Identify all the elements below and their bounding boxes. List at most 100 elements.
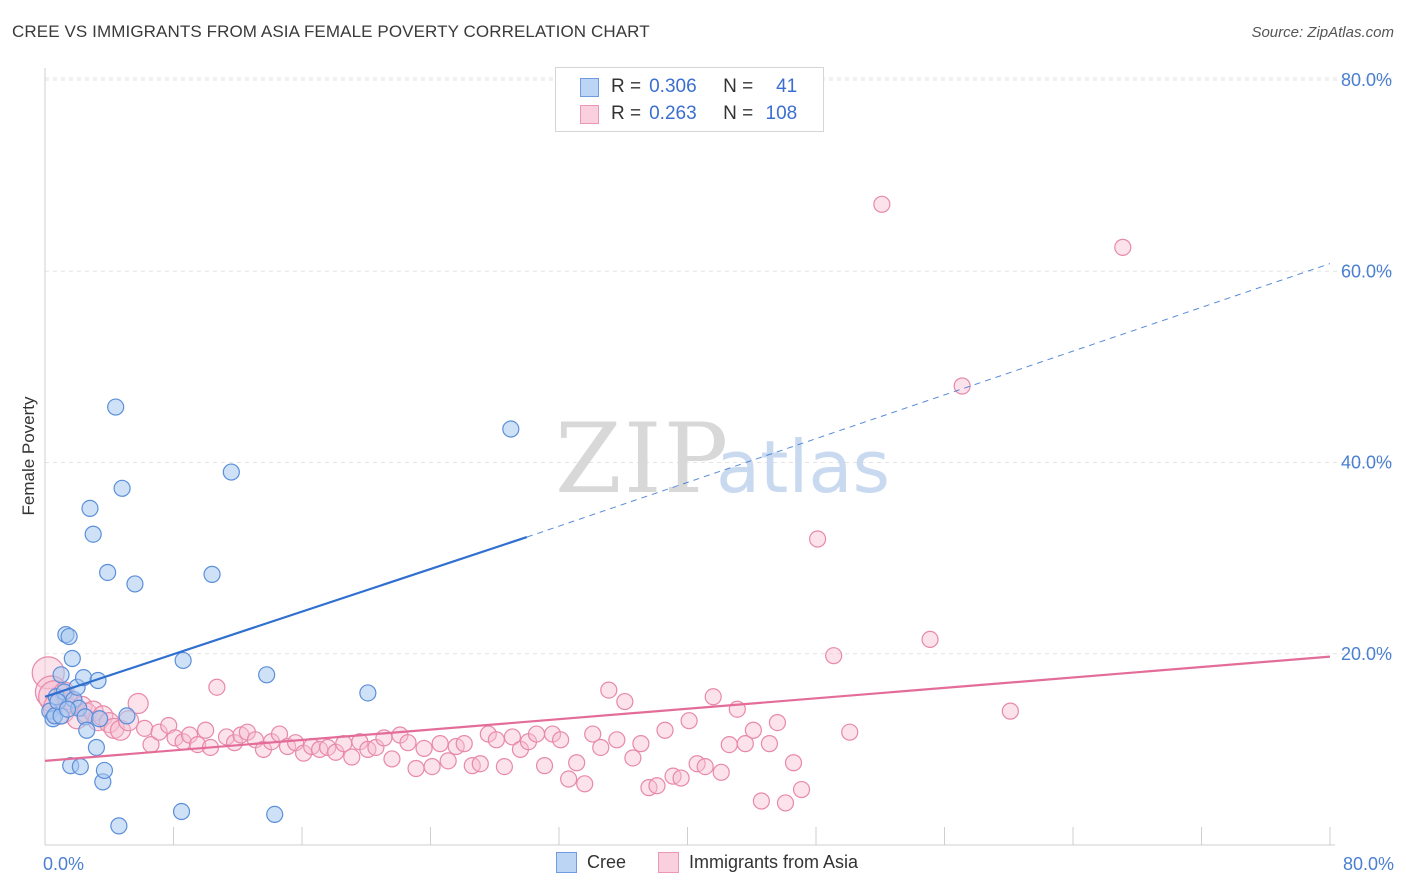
cree-point (63, 649, 81, 668)
y-tick-label-60: 60.0% (1341, 261, 1392, 281)
cree-point (107, 398, 125, 416)
asia-point (576, 775, 594, 793)
cree-n-value: 41 (776, 76, 798, 97)
cree-point (258, 666, 276, 684)
asia-r-label: R = (611, 103, 642, 124)
cree-point (89, 671, 107, 690)
legend-row-cree: R = 0.306 N = 41 (580, 75, 797, 99)
cree-trend-line-extrapolated (526, 263, 1331, 538)
asia-point (535, 757, 554, 775)
cree-point (60, 627, 78, 646)
asia-point (127, 692, 149, 715)
y-axis-label: Female Poverty (19, 396, 38, 516)
cree-point (91, 710, 109, 728)
asia-point (760, 735, 779, 753)
asia-point (600, 681, 618, 699)
cree-point (81, 499, 99, 517)
asia-point (471, 755, 489, 773)
cree-legend-swatch (556, 852, 577, 873)
trend-lines (44, 263, 1331, 762)
cree-n-label: N = (723, 76, 754, 97)
asia-point (608, 731, 626, 749)
bottom-legend-asia: Immigrants from Asia (658, 852, 858, 873)
cree-point (52, 666, 70, 684)
cree-legend-label: Cree (587, 852, 627, 872)
y-tick-label-80: 80.0% (1341, 70, 1392, 90)
asia-point (616, 692, 634, 711)
asia-point (197, 721, 215, 739)
x-tick-labels: 0.0% 80.0% (43, 854, 1394, 874)
cree-point (126, 575, 144, 593)
asia-point (592, 738, 610, 757)
x-tick-label-max: 80.0% (1343, 854, 1394, 874)
watermark: ZIP atlas (555, 403, 890, 515)
cree-r-label: R = (611, 76, 642, 97)
asia-point (809, 530, 827, 548)
cree-point (58, 700, 77, 718)
cree-point (359, 684, 377, 702)
asia-point (825, 647, 843, 665)
asia-point (768, 713, 787, 732)
grid-lines (45, 77, 1392, 655)
asia-point (712, 763, 730, 781)
y-tick-label-20: 20.0% (1341, 644, 1392, 664)
asia-point (720, 735, 738, 754)
cree-point (266, 805, 284, 824)
asia-point (680, 712, 698, 730)
y-tick-label-40: 40.0% (1341, 453, 1392, 473)
source-label: Source: ZipAtlas.com (1251, 24, 1394, 41)
asia-point (776, 794, 795, 812)
cree-r-value: 0.306 (649, 76, 697, 97)
asia-point (135, 719, 154, 737)
asia-point (568, 754, 586, 772)
asia-point (166, 729, 184, 747)
cree-point (84, 525, 102, 543)
asia-trend-line (44, 655, 1331, 762)
asia-point (423, 757, 441, 776)
chart-title: CREE VS IMMIGRANTS FROM ASIA FEMALE POVE… (12, 22, 650, 41)
asia-point (383, 750, 401, 768)
asia-point (343, 748, 361, 766)
asia-point (752, 792, 770, 810)
asia-point (953, 377, 971, 395)
asia-point (841, 723, 859, 741)
asia-point (656, 721, 674, 739)
cree-point (99, 563, 117, 582)
asia-point (1114, 238, 1132, 256)
cree-point (71, 757, 89, 776)
asia-point (208, 678, 226, 696)
cree-point (110, 817, 128, 835)
asia-point (1001, 702, 1019, 720)
cree-point (174, 651, 192, 670)
cree-point (95, 761, 114, 780)
cree-point (203, 565, 221, 583)
cree-point (222, 463, 240, 481)
asia-n-value: 108 (765, 103, 798, 124)
asia-point (495, 757, 513, 776)
asia-point (792, 780, 811, 799)
asia-point (624, 749, 642, 767)
asia-point (921, 630, 939, 649)
x-tick-label-min: 0.0% (43, 854, 84, 874)
cree-point (172, 802, 191, 821)
asia-point (439, 752, 457, 770)
cree-point (502, 420, 520, 438)
x-ticks (44, 827, 1331, 845)
legend-row-asia: R = 0.263 N = 108 (580, 102, 797, 126)
watermark-atlas: atlas (716, 425, 890, 509)
asia-point (487, 731, 505, 749)
cree-point (87, 738, 106, 757)
asia-legend-swatch (658, 852, 679, 873)
cree-trend-line (44, 536, 528, 698)
asia-point (503, 728, 522, 746)
asia-point (552, 731, 570, 749)
asia-point (319, 738, 337, 757)
asia-point (150, 723, 168, 741)
cree-swatch (580, 77, 599, 97)
watermark-zip: ZIP (555, 403, 730, 515)
asia-swatch (580, 104, 599, 124)
asia-point (873, 195, 891, 213)
cree-point (113, 479, 131, 497)
asia-point (744, 721, 762, 739)
